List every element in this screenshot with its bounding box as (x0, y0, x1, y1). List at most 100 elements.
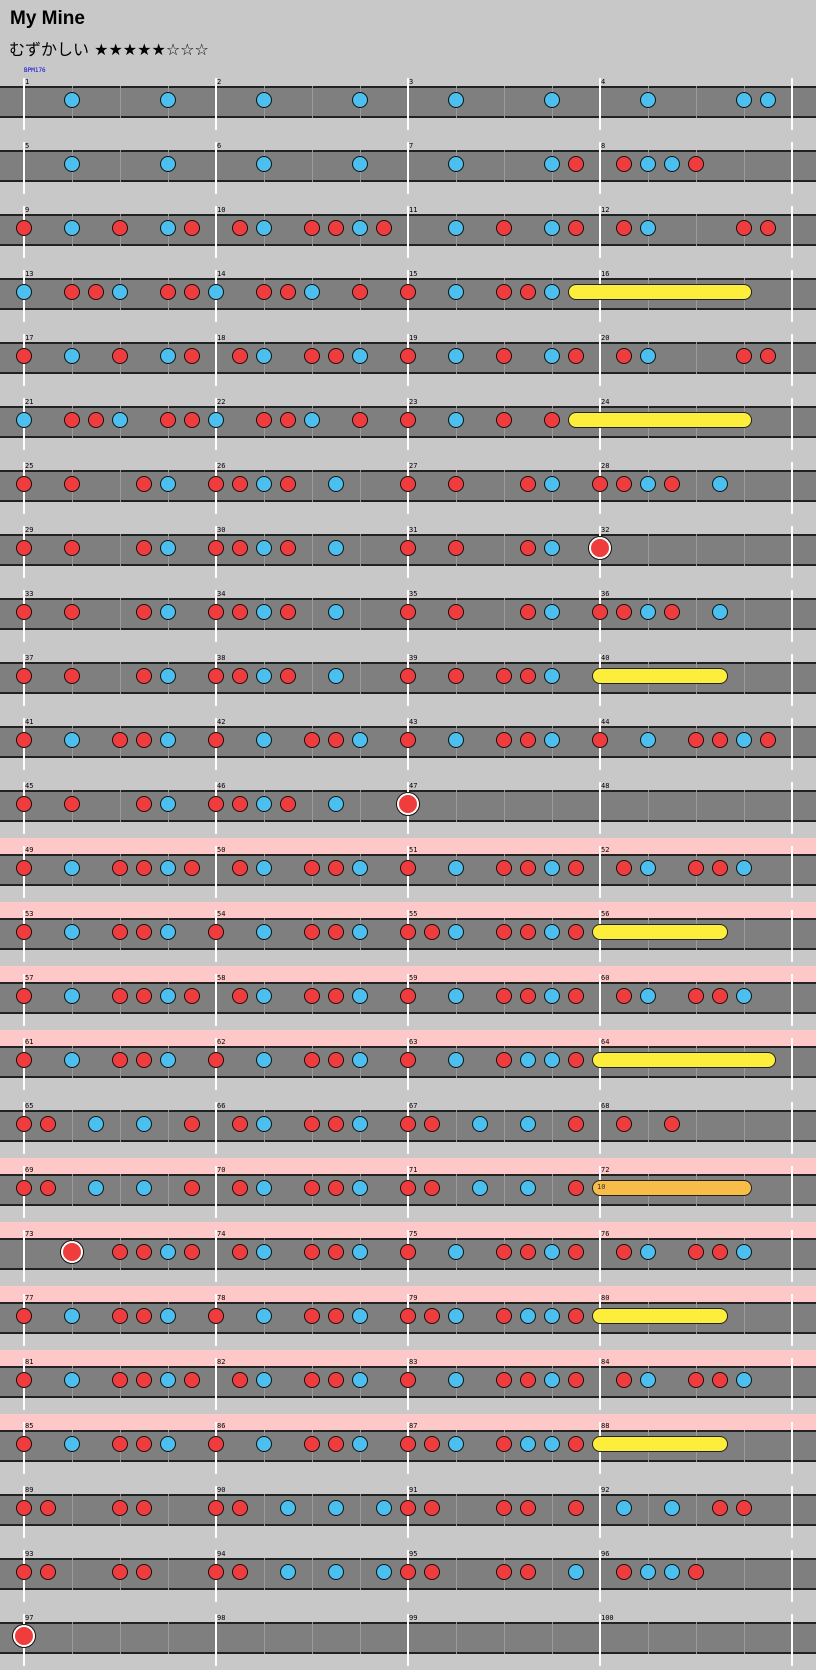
beat-line (360, 1622, 361, 1654)
ka-note (160, 1308, 176, 1324)
chart-row: 69 70 71 72 10 (0, 1158, 816, 1222)
don-note (520, 1500, 536, 1516)
measure-number: 13 (25, 270, 34, 278)
measure-number: 74 (217, 1230, 226, 1238)
ka-note (352, 1436, 368, 1452)
don-note (112, 1500, 128, 1516)
ka-note (256, 476, 272, 492)
measure-line (407, 206, 409, 258)
beat-line (696, 342, 697, 374)
don-note (328, 1372, 344, 1388)
ka-note (64, 924, 80, 940)
measure-number: 30 (217, 526, 226, 534)
ka-note (376, 1500, 392, 1516)
measure-number: 87 (409, 1422, 418, 1430)
ka-note (256, 860, 272, 876)
don-note (232, 348, 248, 364)
don-note (664, 476, 680, 492)
don-note (112, 1052, 128, 1068)
beat-line (456, 790, 457, 822)
measure-number: 31 (409, 526, 418, 534)
measure-line (791, 910, 793, 962)
beat-line (744, 1302, 745, 1334)
ka-note (280, 1564, 296, 1580)
beat-line (696, 598, 697, 630)
don-note (688, 1372, 704, 1388)
beat-line (696, 534, 697, 566)
ka-note (352, 1372, 368, 1388)
don-note (328, 924, 344, 940)
don-note (112, 220, 128, 236)
ka-note (640, 1372, 656, 1388)
ka-note (352, 732, 368, 748)
measure-line (599, 782, 601, 834)
measure-number: 48 (601, 782, 610, 790)
don-note (712, 1372, 728, 1388)
difficulty-line: むずかしい ★★★★★☆☆☆ (9, 36, 209, 60)
ka-note (448, 1244, 464, 1260)
ka-note (544, 732, 560, 748)
measure-line (791, 718, 793, 770)
ka-note (64, 92, 80, 108)
don-note (112, 348, 128, 364)
ka-note (16, 412, 32, 428)
beat-line (504, 1174, 505, 1206)
don-note (328, 1052, 344, 1068)
ka-note (136, 1116, 152, 1132)
don-note (400, 924, 416, 940)
don-note (16, 1436, 32, 1452)
ka-note (256, 92, 272, 108)
measure-number: 69 (25, 1166, 34, 1174)
don-note (712, 1500, 728, 1516)
beat-line (72, 1494, 73, 1526)
ka-note (448, 348, 464, 364)
ka-note (640, 92, 656, 108)
don-note (616, 220, 632, 236)
don-note (688, 860, 704, 876)
ka-note (352, 92, 368, 108)
don-note (136, 1436, 152, 1452)
ka-note (352, 1180, 368, 1196)
don-note (40, 1116, 56, 1132)
ka-note (64, 1372, 80, 1388)
measure-number: 80 (601, 1294, 610, 1302)
don-note (688, 1564, 704, 1580)
difficulty-stars: ★★★★★☆☆☆ (94, 40, 209, 59)
don-note (496, 1564, 512, 1580)
measure-number: 62 (217, 1038, 226, 1046)
ka-note (352, 988, 368, 1004)
don-note (112, 860, 128, 876)
don-note (520, 1244, 536, 1260)
measure-line (215, 1166, 217, 1218)
don-note (304, 860, 320, 876)
don-note (400, 732, 416, 748)
measure-number: 5 (25, 142, 30, 150)
ka-note (448, 924, 464, 940)
measure-line (791, 206, 793, 258)
balloon-count: 10 (597, 1183, 606, 1191)
measure-number: 52 (601, 846, 610, 854)
don-note (304, 988, 320, 1004)
don-note (40, 1180, 56, 1196)
don-note (328, 348, 344, 364)
don-note (184, 348, 200, 364)
measure-number: 21 (25, 398, 34, 406)
measure-number: 7 (409, 142, 414, 150)
beat-line (264, 1622, 265, 1654)
don-note (496, 1436, 512, 1452)
measure-number: 90 (217, 1486, 226, 1494)
ka-note (640, 732, 656, 748)
beat-line (456, 1558, 457, 1590)
ka-note (328, 476, 344, 492)
measure-number: 17 (25, 334, 34, 342)
chart-row: 1 2 3 4 (0, 70, 816, 134)
don-note (496, 924, 512, 940)
measure-line (791, 1550, 793, 1602)
ka-note (640, 476, 656, 492)
don-note (208, 924, 224, 940)
don-note (352, 284, 368, 300)
measure-line (791, 782, 793, 834)
measure-line (791, 1422, 793, 1474)
ka-note (352, 220, 368, 236)
don-note (112, 1564, 128, 1580)
